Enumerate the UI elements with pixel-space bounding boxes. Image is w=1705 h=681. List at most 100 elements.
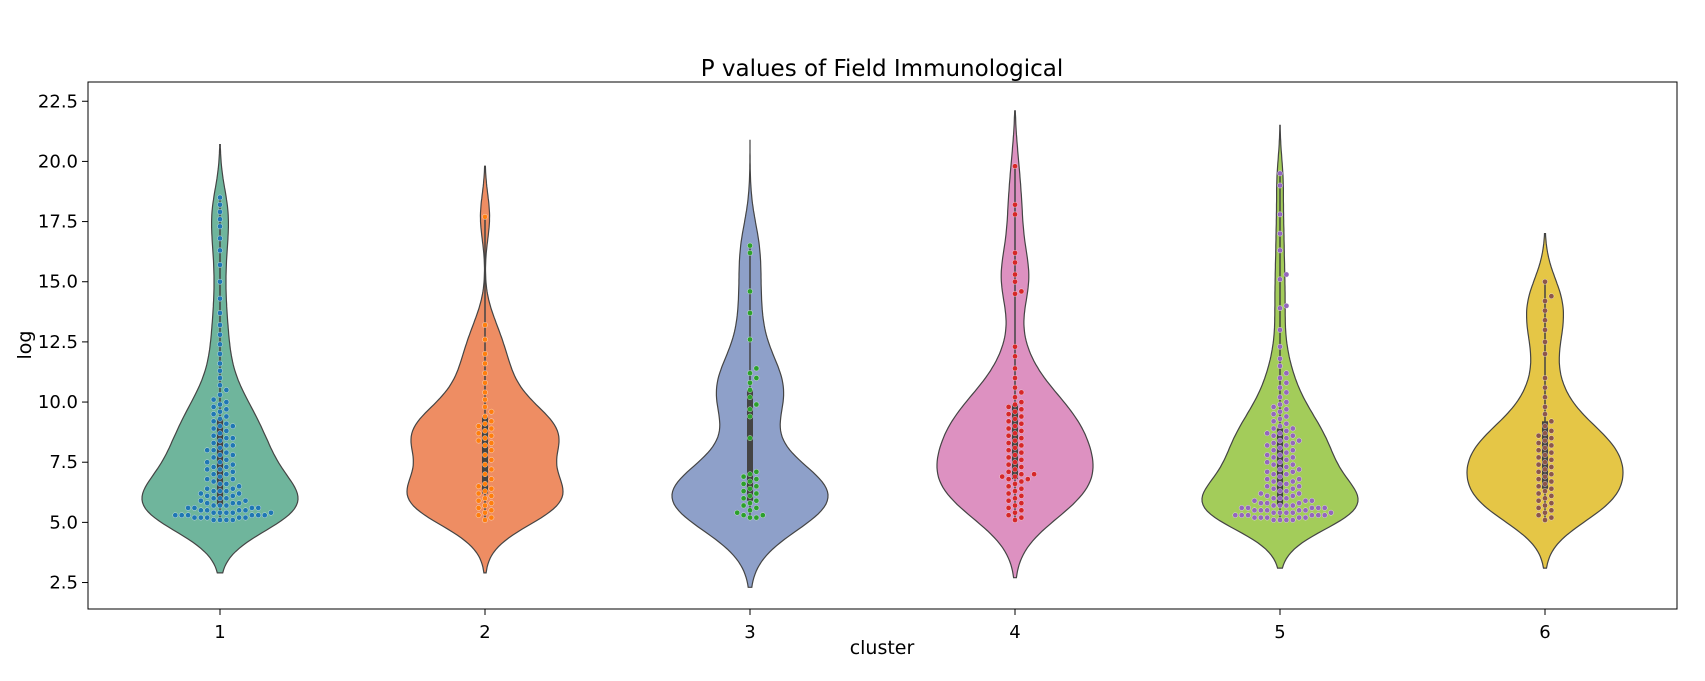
data-point [488,476,495,482]
data-point [261,512,268,518]
data-point [747,485,753,492]
data-point [999,473,1005,480]
data-point [223,387,230,393]
data-point [1270,471,1277,477]
data-point [230,485,236,492]
data-point [1012,211,1018,218]
data-point [482,471,488,477]
data-point [204,514,210,521]
data-point [1283,488,1290,494]
data-point [223,406,230,413]
data-point [482,509,488,516]
data-point [1548,442,1555,449]
data-point [217,517,223,523]
data-point [210,495,217,502]
data-point [1542,317,1548,323]
data-point [1018,471,1025,477]
data-point [1296,466,1302,473]
data-point [747,514,753,521]
data-point [204,500,210,506]
data-point [1283,481,1290,487]
data-point [1012,250,1018,256]
data-point [1277,363,1283,369]
data-point [1277,509,1283,516]
data-point [1277,416,1283,422]
x-tick-label: 5 [1274,622,1285,643]
data-point [1290,425,1296,432]
data-point [1005,505,1012,511]
data-point [198,497,204,504]
data-point [482,502,488,509]
data-point [1012,401,1018,408]
data-point [1535,461,1542,468]
data-point [1018,288,1025,295]
data-point [223,442,230,449]
data-point [1548,449,1555,456]
data-point [1005,476,1012,482]
y-tick-label: 5.0 [49,512,78,533]
data-point [223,517,230,523]
data-point [217,423,223,429]
data-point [217,488,223,494]
data-point [482,488,488,494]
data-point [1005,512,1012,518]
data-point [1277,502,1283,509]
data-point [488,418,495,425]
data-point [210,418,217,425]
data-point [217,322,223,328]
data-point [217,473,223,480]
data-point [747,478,753,485]
data-point [223,481,230,487]
data-point [1012,495,1018,502]
data-point [1270,447,1277,453]
data-point [1264,459,1270,465]
data-point [223,413,230,420]
data-point [249,505,255,511]
data-point [223,495,230,502]
data-point [210,432,217,439]
data-point [1018,500,1025,506]
y-axis-label: log [14,331,36,360]
data-point [1315,512,1322,518]
data-point [1535,447,1542,453]
data-point [1005,432,1012,439]
data-point [1290,485,1296,492]
data-point [1290,447,1296,453]
data-point [1264,442,1270,449]
data-point [217,509,223,516]
data-point [1535,490,1542,497]
data-point [747,242,753,249]
data-point [1277,517,1283,523]
data-point [1309,505,1315,511]
data-point [1238,505,1245,511]
data-point [747,500,753,506]
data-point [230,500,236,506]
data-point [223,399,230,405]
data-point [217,278,223,285]
data-point [1548,471,1555,477]
data-point [1012,430,1018,437]
data-point [1542,423,1548,429]
x-axis: 1 2 3 4 5 6 [214,609,1551,643]
data-point [172,512,179,518]
data-point [210,396,217,403]
data-point [482,420,488,427]
x-tick-label: 2 [479,622,490,643]
data-point [1018,442,1025,449]
data-point [1277,384,1283,391]
x-tick-label: 6 [1539,622,1550,643]
data-point [1283,495,1290,502]
data-point [1012,509,1018,516]
y-tick-label: 10.0 [38,392,78,413]
data-point [747,336,753,343]
data-point [1277,495,1283,502]
data-point [1309,512,1315,518]
data-point [1264,452,1270,458]
data-point [223,420,230,427]
data-point [1012,445,1018,451]
data-point [753,514,760,521]
data-point [482,360,488,367]
data-point [1542,459,1548,465]
data-point [488,466,495,473]
